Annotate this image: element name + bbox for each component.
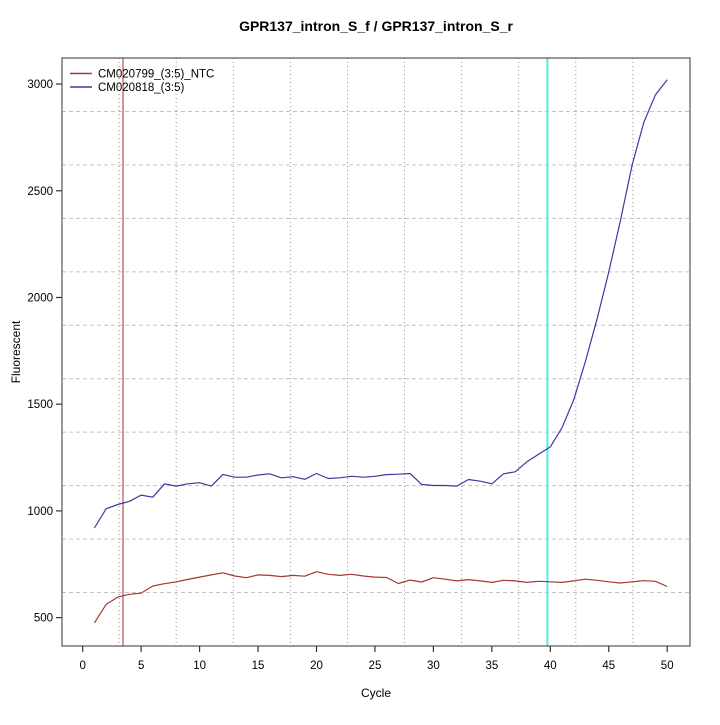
y-tick-label: 2000 [27,292,53,304]
x-tick-label: 15 [252,660,265,672]
x-tick-label: 0 [79,660,85,672]
y-axis: 500 1000 1500 2000 2500 3000 [27,79,62,625]
y-tick-label: 1500 [27,399,53,411]
series-line-ntc [93,571,668,624]
legend-label: CM020799_(3:5)_NTC [98,69,214,81]
x-axis: 0 5 10 15 20 25 30 35 40 45 50 [79,646,674,672]
x-tick-label: 35 [485,660,498,672]
x-tick-label: 10 [193,660,206,672]
y-tick-label: 500 [34,613,53,625]
x-axis-label: Cycle [361,686,391,700]
x-tick-label: 45 [602,660,615,672]
plot-border [61,57,691,647]
x-tick-label: 50 [661,660,674,672]
chart-title: GPR137_intron_S_f / GPR137_intron_S_r [239,18,513,34]
x-tick-label: 5 [138,660,144,672]
x-tick-label: 25 [369,660,382,672]
x-tick-label: 30 [427,660,440,672]
x-tick-label: 20 [310,660,323,672]
y-tick-label: 2500 [27,186,53,198]
legend-label: CM020818_(3:5) [98,82,184,94]
y-tick-label: 3000 [27,79,53,91]
series-line-sample [93,79,668,529]
marker-lines [122,58,549,646]
gridlines [62,58,690,646]
y-axis-label: Fluorescent [9,320,23,383]
y-tick-label: 1000 [27,506,53,518]
x-tick-label: 40 [544,660,557,672]
data-series [93,79,668,624]
